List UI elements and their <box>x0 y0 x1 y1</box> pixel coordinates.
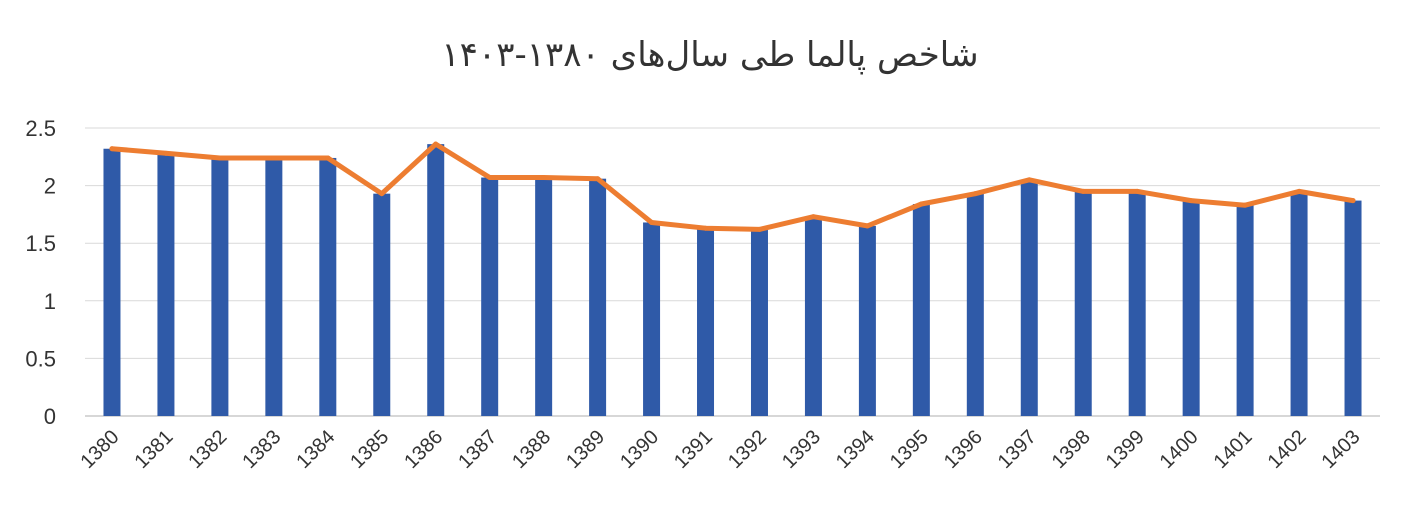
line-point-1398 <box>1080 188 1086 194</box>
bar-1396 <box>966 193 984 416</box>
bar-1399 <box>1128 191 1146 416</box>
x-tick-label: 1399 <box>1102 426 1149 473</box>
line-point-1384 <box>325 155 331 161</box>
bar-1385 <box>373 193 391 416</box>
x-tick-label: 1393 <box>778 426 825 473</box>
y-tick-label: 2.5 <box>25 116 56 141</box>
x-tick-label: 1388 <box>508 426 555 473</box>
bar-1403 <box>1344 200 1362 416</box>
line-point-1403 <box>1350 198 1356 204</box>
line-point-1386 <box>433 141 439 147</box>
x-tick-label: 1380 <box>76 426 123 473</box>
x-tick-label: 1391 <box>670 426 717 473</box>
bar-1381 <box>157 153 175 416</box>
bar-1386 <box>427 144 445 417</box>
x-tick-label: 1394 <box>832 426 879 473</box>
line-point-1391 <box>703 225 709 231</box>
x-tick-label: 1382 <box>184 426 231 473</box>
x-tick-label: 1401 <box>1210 426 1257 473</box>
x-tick-label: 1390 <box>616 426 663 473</box>
x-tick-label: 1392 <box>724 426 771 473</box>
bar-1383 <box>265 157 283 416</box>
line-point-1402 <box>1296 188 1302 194</box>
x-tick-label: 1385 <box>346 426 393 473</box>
bar-1384 <box>319 157 337 416</box>
bar-1398 <box>1074 191 1092 416</box>
line-point-1388 <box>541 175 547 181</box>
x-tick-label: 1403 <box>1318 426 1365 473</box>
grid-lines <box>85 127 1380 417</box>
x-tick-label: 1397 <box>994 426 1041 473</box>
x-tick-label: 1402 <box>1264 426 1311 473</box>
line-point-1394 <box>864 223 870 229</box>
x-tick-label: 1398 <box>1048 426 1095 473</box>
bar-1389 <box>589 178 607 416</box>
line-point-1396 <box>972 191 978 197</box>
bar-1397 <box>1020 179 1038 416</box>
line-point-1400 <box>1188 198 1194 204</box>
bar-1400 <box>1182 200 1200 416</box>
line-point-1401 <box>1242 202 1248 208</box>
x-tick-label: 1400 <box>1156 426 1203 473</box>
line-point-1395 <box>918 201 924 207</box>
y-tick-label: 1.5 <box>25 231 56 256</box>
x-tick-label: 1381 <box>130 426 177 473</box>
line-point-1385 <box>379 191 385 197</box>
line-point-1381 <box>163 150 169 156</box>
line-point-1397 <box>1026 177 1032 183</box>
x-tick-label: 1387 <box>454 426 501 473</box>
y-axis-ticks: 0 0.5 1 1.5 2 2.5 <box>25 116 56 429</box>
bar-1388 <box>535 177 553 416</box>
series-line <box>109 141 1356 232</box>
bar-1391 <box>697 228 715 416</box>
bar-1380 <box>103 148 121 416</box>
y-tick-label: 1 <box>44 289 56 314</box>
line-series <box>109 141 1356 232</box>
chart-title: شاخص پالما طی سال‌های ۱۳۸۰-۱۴۰۳ <box>441 35 978 75</box>
bar-1387 <box>481 177 499 416</box>
line-point-1387 <box>487 175 493 181</box>
x-tick-label: 1395 <box>886 426 933 473</box>
x-tick-label: 1396 <box>940 426 987 473</box>
x-tick-label: 1389 <box>562 426 609 473</box>
bar-1393 <box>804 216 822 416</box>
line-point-1380 <box>109 146 115 152</box>
line-point-1390 <box>649 219 655 225</box>
bar-1394 <box>858 225 876 416</box>
x-axis-ticks: 1380 1381 1382 1383 1384 1385 1386 1387 1388 1389… <box>76 426 1364 473</box>
x-tick-label: 1384 <box>292 426 339 473</box>
bar-1390 <box>643 222 661 416</box>
bar-1401 <box>1236 205 1254 416</box>
bar-1382 <box>211 157 229 416</box>
line-point-1382 <box>217 155 223 161</box>
line-point-1393 <box>810 214 816 220</box>
bar-1392 <box>750 229 768 416</box>
line-point-1383 <box>271 155 277 161</box>
x-tick-label: 1383 <box>238 426 285 473</box>
bar-series <box>103 144 1362 417</box>
x-tick-label: 1386 <box>400 426 447 473</box>
bar-1395 <box>912 204 930 416</box>
line-point-1399 <box>1134 188 1140 194</box>
y-tick-label: 0 <box>44 404 56 429</box>
y-tick-label: 2 <box>44 174 56 199</box>
line-point-1389 <box>595 176 601 182</box>
y-tick-label: 0.5 <box>25 346 56 371</box>
bar-1402 <box>1290 191 1308 416</box>
line-point-1392 <box>756 226 762 232</box>
